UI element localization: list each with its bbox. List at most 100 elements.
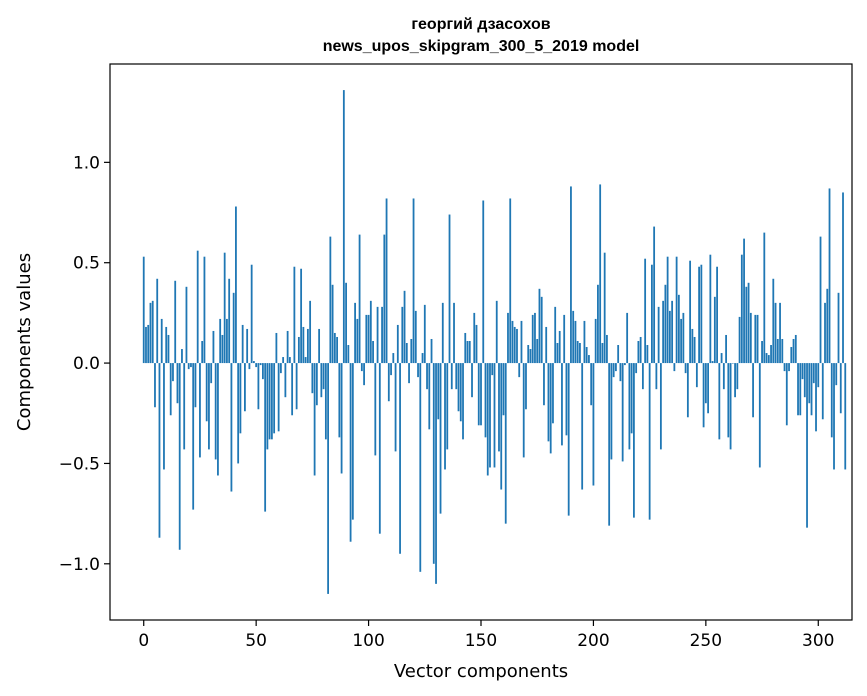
bar-219 bbox=[635, 363, 638, 374]
bar-254 bbox=[713, 296, 716, 364]
bar-99 bbox=[365, 314, 368, 364]
bar-236 bbox=[673, 363, 676, 372]
bar-231 bbox=[662, 300, 665, 364]
bar-199 bbox=[590, 363, 593, 406]
bar-144 bbox=[466, 341, 469, 364]
bar-192 bbox=[574, 320, 577, 364]
bar-93 bbox=[351, 363, 354, 520]
bar-168 bbox=[520, 320, 523, 364]
bar-28 bbox=[205, 363, 208, 422]
bar-12 bbox=[169, 363, 172, 416]
bar-119 bbox=[410, 338, 413, 364]
bar-52 bbox=[259, 363, 262, 366]
bar-230 bbox=[659, 363, 662, 450]
bar-194 bbox=[579, 343, 581, 364]
bar-2 bbox=[147, 324, 150, 364]
bar-171 bbox=[527, 345, 530, 364]
bar-48 bbox=[250, 264, 253, 364]
bar-223 bbox=[644, 258, 647, 364]
bar-280 bbox=[772, 278, 775, 364]
bar-43 bbox=[239, 363, 242, 434]
bar-303 bbox=[824, 302, 826, 364]
bar-71 bbox=[302, 326, 305, 364]
y-tick-label: 0.5 bbox=[73, 254, 100, 274]
bar-176 bbox=[538, 288, 541, 364]
bar-98 bbox=[363, 363, 365, 386]
bar-7 bbox=[158, 363, 161, 538]
bar-274 bbox=[758, 363, 761, 468]
bar-273 bbox=[756, 314, 759, 364]
bar-252 bbox=[709, 254, 712, 364]
bar-213 bbox=[621, 363, 624, 462]
bar-100 bbox=[367, 314, 370, 364]
bar-268 bbox=[745, 286, 748, 364]
bar-256 bbox=[718, 363, 721, 440]
bar-289 bbox=[792, 338, 795, 364]
bar-294 bbox=[803, 363, 806, 398]
bar-183 bbox=[554, 306, 557, 364]
bar-33 bbox=[217, 363, 219, 476]
bar-138 bbox=[453, 302, 455, 364]
bar-91 bbox=[347, 345, 350, 364]
bar-104 bbox=[376, 306, 379, 364]
bar-160 bbox=[502, 363, 505, 416]
y-tick-label: 0.0 bbox=[73, 354, 100, 374]
bar-247 bbox=[698, 266, 700, 364]
bar-66 bbox=[291, 363, 294, 416]
bar-239 bbox=[680, 318, 683, 364]
bar-202 bbox=[597, 284, 599, 364]
bar-45 bbox=[244, 363, 246, 412]
bar-293 bbox=[801, 363, 804, 380]
x-tick-label: 200 bbox=[577, 631, 609, 651]
bar-92 bbox=[349, 363, 352, 542]
bar-6 bbox=[156, 278, 159, 364]
bar-14 bbox=[174, 280, 177, 364]
bar-266 bbox=[740, 254, 743, 364]
bar-270 bbox=[749, 312, 752, 364]
x-tick-label: 50 bbox=[245, 631, 267, 651]
bar-140 bbox=[457, 363, 460, 412]
bar-139 bbox=[455, 363, 458, 390]
bar-11 bbox=[167, 334, 170, 364]
bar-125 bbox=[423, 304, 426, 364]
bar-83 bbox=[329, 236, 332, 364]
bar-112 bbox=[394, 363, 397, 452]
bar-46 bbox=[246, 328, 249, 364]
bar-306 bbox=[830, 363, 833, 438]
bar-197 bbox=[585, 347, 588, 364]
bar-29 bbox=[208, 363, 210, 450]
bar-67 bbox=[293, 266, 296, 364]
bar-115 bbox=[401, 306, 404, 364]
bar-151 bbox=[482, 200, 485, 364]
bar-145 bbox=[468, 341, 471, 364]
bar-198 bbox=[588, 355, 590, 364]
bar-15 bbox=[176, 363, 179, 404]
bar-80 bbox=[322, 363, 325, 390]
bar-70 bbox=[300, 268, 303, 364]
bar-222 bbox=[641, 363, 644, 390]
bar-116 bbox=[403, 290, 406, 364]
bar-298 bbox=[812, 363, 815, 384]
bar-217 bbox=[630, 363, 633, 434]
bar-153 bbox=[486, 363, 489, 476]
bar-54 bbox=[264, 363, 267, 512]
bar-97 bbox=[360, 363, 363, 372]
bar-228 bbox=[655, 363, 658, 390]
bar-201 bbox=[594, 318, 597, 364]
bar-106 bbox=[381, 306, 383, 364]
bar-284 bbox=[781, 338, 784, 364]
bar-105 bbox=[378, 363, 381, 534]
bar-81 bbox=[324, 363, 327, 440]
bar-0 bbox=[142, 256, 145, 364]
chart-title-line-2: news_upos_skipgram_300_5_2019 model bbox=[323, 38, 640, 55]
bar-242 bbox=[686, 363, 689, 418]
bar-40 bbox=[232, 292, 235, 364]
bar-134 bbox=[444, 363, 446, 470]
bar-130 bbox=[435, 363, 437, 584]
bar-24 bbox=[196, 250, 199, 364]
bar-277 bbox=[765, 353, 768, 364]
bar-58 bbox=[273, 363, 276, 434]
bar-108 bbox=[385, 198, 388, 364]
chart-title-line-1: георгий дзасохов bbox=[411, 16, 550, 33]
